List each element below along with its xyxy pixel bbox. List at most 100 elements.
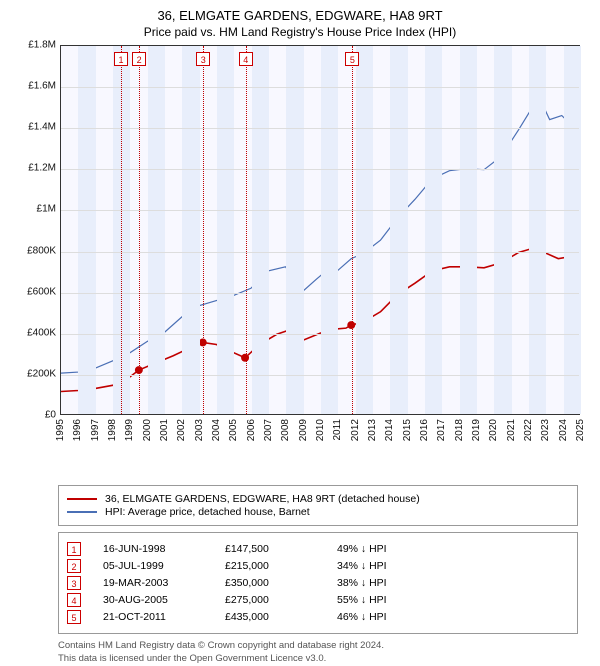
x-tick-label: 2004 [211,419,222,441]
x-tick-label: 2025 [575,419,586,441]
y-tick-label: £0 [12,410,56,421]
legend-row: 36, ELMGATE GARDENS, EDGWARE, HA8 9RT (d… [67,493,569,505]
year-band [252,46,269,414]
sale-row: 3 19-MAR-2003 £350,000 38% ↓ HPI [67,576,569,590]
x-tick-label: 2022 [523,419,534,441]
x-tick-label: 2018 [454,419,465,441]
legend-swatch [67,498,97,500]
y-tick-label: £400K [12,327,56,338]
year-band [425,46,442,414]
year-band [356,46,373,414]
sale-number: 5 [67,610,81,624]
x-tick-label: 2008 [280,419,291,441]
sale-number: 4 [67,593,81,607]
sale-number: 2 [67,559,81,573]
sale-marker-box: 4 [239,52,253,66]
x-tick-label: 2014 [384,419,395,441]
y-tick-label: £1.2M [12,163,56,174]
sale-price: £147,500 [225,543,315,555]
sale-diff: 49% ↓ HPI [337,543,427,555]
x-tick-label: 2016 [419,419,430,441]
sale-date: 19-MAR-2003 [103,577,203,589]
sale-date: 30-AUG-2005 [103,594,203,606]
year-band [460,46,477,414]
x-tick-label: 2012 [350,419,361,441]
y-tick-label: £1.8M [12,40,56,51]
legend-label: 36, ELMGATE GARDENS, EDGWARE, HA8 9RT (d… [105,493,420,505]
sale-marker-line [203,46,204,414]
x-tick-label: 2023 [540,419,551,441]
x-tick-label: 2000 [142,419,153,441]
year-band [390,46,407,414]
x-tick-label: 2011 [332,419,343,441]
x-tick-label: 2005 [228,419,239,441]
y-tick-label: £1.6M [12,81,56,92]
sale-diff: 38% ↓ HPI [337,577,427,589]
y-tick-label: £800K [12,245,56,256]
sale-date: 21-OCT-2011 [103,611,203,623]
year-band [78,46,95,414]
sale-diff: 46% ↓ HPI [337,611,427,623]
sale-date: 05-JUL-1999 [103,560,203,572]
sale-dot [347,321,355,329]
x-tick-label: 1998 [107,419,118,441]
x-tick-label: 1996 [72,419,83,441]
x-tick-label: 2013 [367,419,378,441]
sale-row: 2 05-JUL-1999 £215,000 34% ↓ HPI [67,559,569,573]
x-tick-label: 2009 [298,419,309,441]
plot-area: 12345 [60,45,580,415]
year-band [564,46,581,414]
x-tick-label: 2006 [246,419,257,441]
sale-marker-line [121,46,122,414]
year-band [182,46,199,414]
y-tick-label: £1M [12,204,56,215]
sale-row: 5 21-OCT-2011 £435,000 46% ↓ HPI [67,610,569,624]
sale-marker-box: 2 [132,52,146,66]
year-band [217,46,234,414]
sale-price: £215,000 [225,560,315,572]
sale-row: 1 16-JUN-1998 £147,500 49% ↓ HPI [67,542,569,556]
x-tick-label: 2019 [471,419,482,441]
x-tick-label: 2015 [402,419,413,441]
sale-price: £275,000 [225,594,315,606]
x-tick-label: 2001 [159,419,170,441]
sale-marker-line [246,46,247,414]
sale-number: 3 [67,576,81,590]
footer: Contains HM Land Registry data © Crown c… [58,640,578,666]
x-tick-label: 2020 [488,419,499,441]
year-band [529,46,546,414]
y-tick-label: £200K [12,368,56,379]
footer-line2: This data is licensed under the Open Gov… [58,653,578,666]
page-title: 36, ELMGATE GARDENS, EDGWARE, HA8 9RT [10,8,590,23]
sale-diff: 55% ↓ HPI [337,594,427,606]
sale-marker-box: 1 [114,52,128,66]
sale-date: 16-JUN-1998 [103,543,203,555]
x-tick-label: 2007 [263,419,274,441]
x-tick-label: 2017 [436,419,447,441]
page-subtitle: Price paid vs. HM Land Registry's House … [10,25,590,39]
sale-price: £350,000 [225,577,315,589]
x-tick-label: 1999 [124,419,135,441]
legend-row: HPI: Average price, detached house, Barn… [67,506,569,518]
y-tick-label: £600K [12,286,56,297]
sale-price: £435,000 [225,611,315,623]
x-tick-label: 2002 [176,419,187,441]
year-band [286,46,303,414]
sale-marker-line [352,46,353,414]
x-tick-label: 2010 [315,419,326,441]
sales-table: 1 16-JUN-1998 £147,500 49% ↓ HPI 2 05-JUL-199… [58,532,578,634]
sale-number: 1 [67,542,81,556]
year-band [321,46,338,414]
y-tick-label: £1.4M [12,122,56,133]
x-tick-label: 2003 [194,419,205,441]
x-tick-label: 2024 [558,419,569,441]
sale-marker-line [139,46,140,414]
legend-label: HPI: Average price, detached house, Barn… [105,506,310,518]
sale-row: 4 30-AUG-2005 £275,000 55% ↓ HPI [67,593,569,607]
x-tick-label: 2021 [506,419,517,441]
chart: 12345 £0£200K£400K£600K£800K£1M£1.2M£1.4… [12,45,588,445]
x-tick-label: 1997 [90,419,101,441]
x-tick-label: 1995 [55,419,66,441]
sale-diff: 34% ↓ HPI [337,560,427,572]
sale-marker-box: 5 [345,52,359,66]
